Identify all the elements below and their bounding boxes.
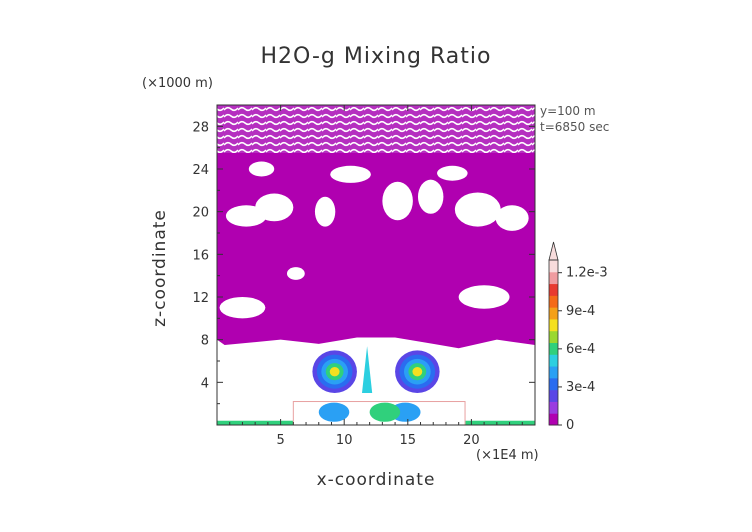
colorbar-label: 3e-4 <box>566 380 595 395</box>
colorbar-swatch <box>549 330 558 343</box>
dry-pocket <box>495 205 529 231</box>
boundary-layer-cell <box>318 402 350 422</box>
colorbar: 0 3e-4 6e-4 9e-4 1.2e-3 <box>548 241 608 433</box>
upper-moisture-layer <box>217 153 535 349</box>
colorbar-frame <box>548 259 559 426</box>
colorbar-swatch <box>549 389 558 402</box>
dry-pocket <box>417 179 444 214</box>
colorbar-swatch <box>549 295 558 308</box>
dry-pocket <box>314 196 336 227</box>
colorbar-label: 0 <box>566 418 574 433</box>
colorbar-swatch <box>549 366 558 379</box>
storm-core-right-contour <box>412 366 423 377</box>
colorbar-label: 9e-4 <box>566 304 595 319</box>
colorbar-swatch <box>549 342 558 355</box>
annotation-y-position: y=100 m <box>540 104 596 118</box>
dry-pocket <box>255 193 294 222</box>
boundary-layer-cell <box>369 402 401 422</box>
dry-pocket <box>248 161 275 177</box>
annotation-time: t=6850 sec <box>540 120 610 134</box>
colorbar-swatch <box>549 260 558 273</box>
dry-pocket <box>437 165 468 181</box>
colorbar-label: 6e-4 <box>566 342 595 357</box>
x-tick-label: 15 <box>400 433 417 448</box>
moisture-field <box>217 105 535 425</box>
colorbar-swatch <box>549 283 558 296</box>
x-axis-label: x-coordinate <box>316 470 436 490</box>
colorbar-swatch <box>549 318 558 332</box>
z-tick-label: 20 <box>192 206 209 221</box>
z-tick-label: 16 <box>192 248 209 263</box>
colorbar-swatch <box>549 354 558 367</box>
z-tick-label: 28 <box>192 120 209 135</box>
axes: 5 10 15 20 4 8 12 16 20 24 28 <box>192 104 536 448</box>
z-tick-label: 12 <box>192 291 209 306</box>
colorbar-swatch <box>549 413 558 426</box>
colorbar-swatch <box>549 271 558 285</box>
z-axis-unit: (×1000 m) <box>142 76 213 91</box>
x-tick-label: 5 <box>276 433 284 448</box>
plot-frame <box>216 104 536 426</box>
colorbar-swatch <box>549 377 558 391</box>
x-tick-label: 20 <box>463 433 480 448</box>
x-axis-unit: (×1E4 m) <box>476 448 539 463</box>
colorbar-swatch <box>549 401 558 414</box>
z-axis-label: z-coordinate <box>150 209 170 327</box>
x-tick-label: 10 <box>336 433 353 448</box>
z-tick-label: 4 <box>201 376 209 391</box>
dry-pocket <box>330 165 371 183</box>
z-tick-label: 24 <box>192 163 209 178</box>
upper-stripe-band <box>217 105 535 153</box>
dry-pocket <box>286 267 305 280</box>
chart-title: H2O-g Mixing Ratio <box>260 44 492 69</box>
storm-core-left-contour <box>329 366 340 377</box>
colorbar-swatch <box>549 307 558 320</box>
colorbar-label: 1.2e-3 <box>566 266 608 281</box>
dry-pocket <box>382 181 413 221</box>
dry-pocket <box>458 285 510 309</box>
z-tick-label: 8 <box>201 334 209 349</box>
dry-pocket <box>454 192 501 227</box>
colorbar-extend-arrow <box>548 241 559 261</box>
central-updraft-core <box>362 346 373 393</box>
dry-pocket <box>219 297 266 319</box>
